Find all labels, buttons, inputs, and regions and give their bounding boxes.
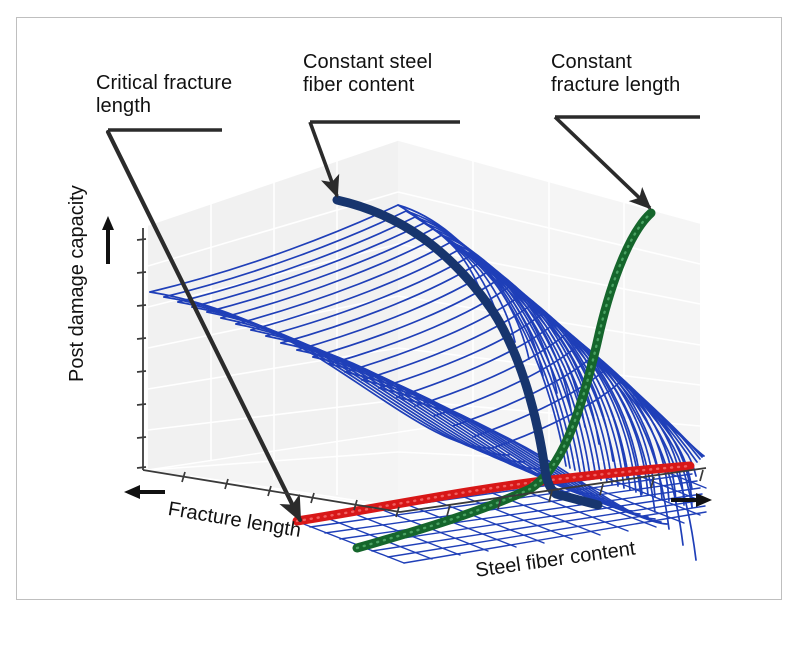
surface-wireframe [149,204,707,564]
annotation-critical-fracture-length: Critical fracture length [96,72,233,117]
leader-constant-fiber-arrow [308,121,340,199]
curve-constant-fracture-length [352,208,656,553]
axis-ticks [136,238,704,518]
axis-panels [147,139,701,520]
x-axis-arrow-icon [124,485,165,499]
line-critical-fracture-projection [105,129,303,523]
annotation-leaders [108,115,700,210]
y-axis-arrow-icon [671,493,712,507]
annotation-constant-steel-fiber-content: Constant steel fiber content [303,51,433,96]
curve-constant-steel-fiber-content [332,195,603,510]
leader-constant-length-arrow [553,115,652,210]
axis-label-post-damage-capacity: Post damage capacity [66,185,88,382]
z-axis-arrow-icon [102,216,114,264]
annotation-constant-fracture-length: Constant fracture length [551,51,681,96]
panel-grid-left [147,139,399,495]
axis-direction-arrows [102,216,712,507]
axis-spines [142,228,707,513]
